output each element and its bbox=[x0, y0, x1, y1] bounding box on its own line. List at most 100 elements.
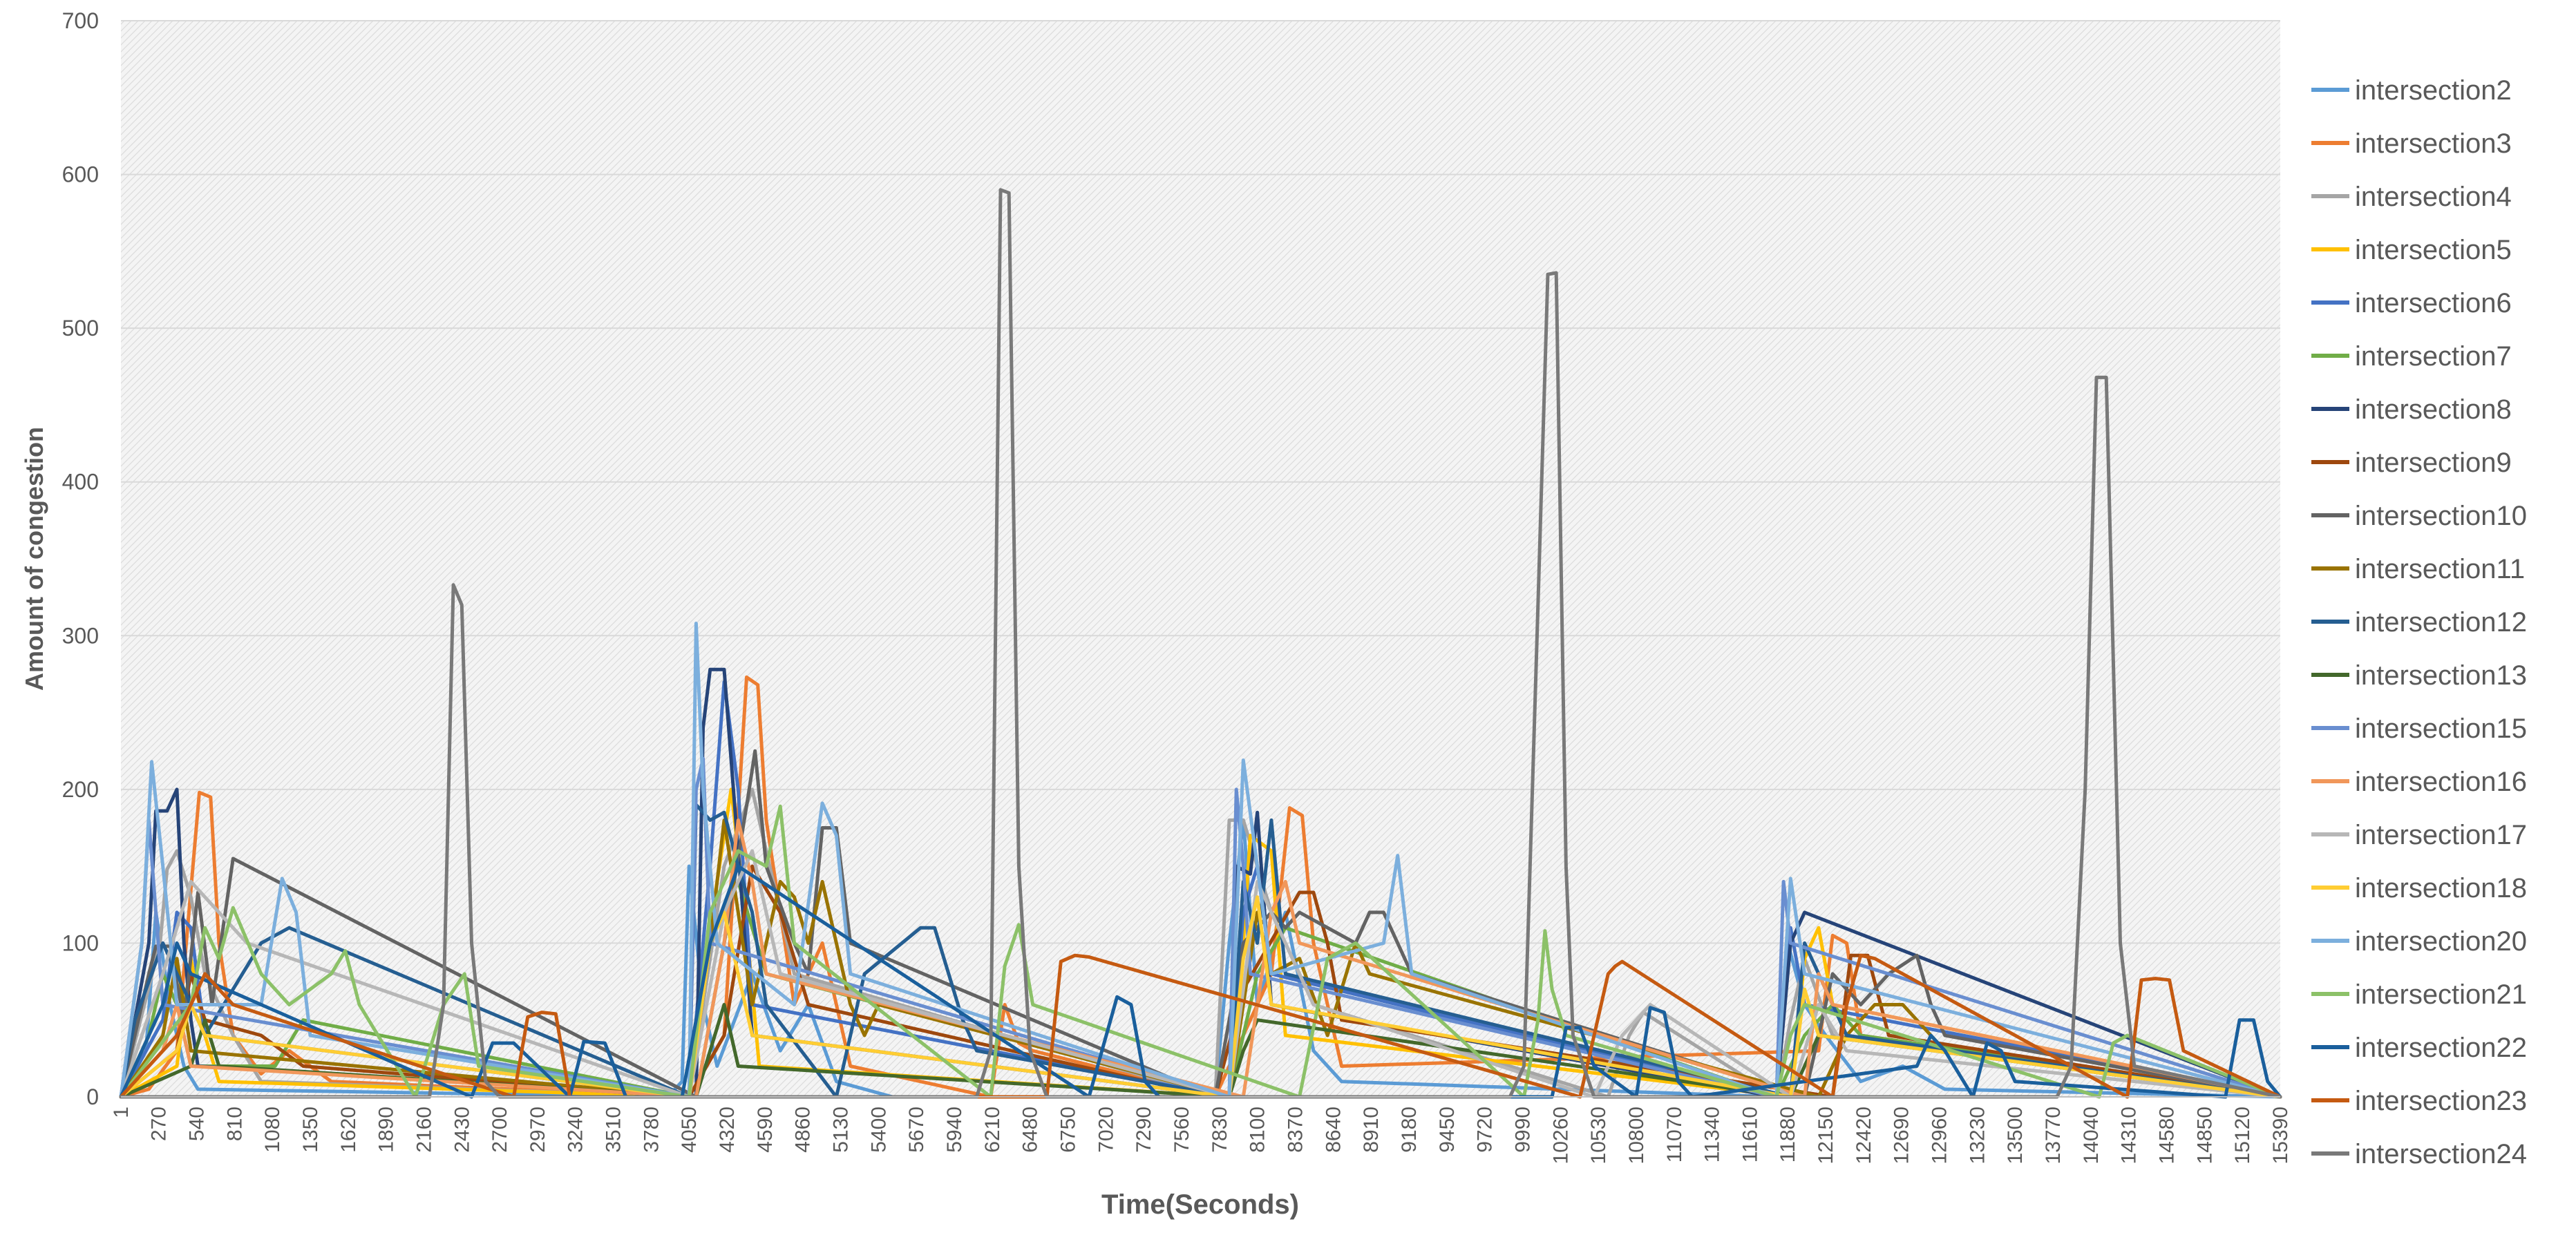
legend-label: intersection11 bbox=[2355, 554, 2525, 584]
series-line-intersection18 bbox=[119, 895, 2282, 1099]
y-axis-title: Amount of congestion bbox=[20, 427, 48, 691]
x-tick-label: 11610 bbox=[1739, 1107, 1761, 1162]
x-tick-label: 1080 bbox=[261, 1107, 284, 1153]
series-line-intersection23 bbox=[119, 953, 2282, 1099]
x-tick-label: 7560 bbox=[1171, 1107, 1193, 1153]
x-tick-label: 9720 bbox=[1474, 1107, 1497, 1153]
series-line-intersection22 bbox=[119, 864, 2282, 1099]
y-tick-label: 500 bbox=[62, 316, 99, 341]
x-tick-label: 11880 bbox=[1777, 1107, 1799, 1162]
x-tick-label: 3510 bbox=[603, 1107, 625, 1153]
x-tick-label: 2430 bbox=[451, 1107, 473, 1153]
legend-label: intersection8 bbox=[2355, 394, 2512, 425]
x-tick-label: 11340 bbox=[1701, 1107, 1724, 1162]
x-tick-label: 7020 bbox=[1095, 1107, 1117, 1153]
x-tick-label: 7830 bbox=[1209, 1107, 1231, 1153]
series-line-intersection16 bbox=[119, 818, 2282, 1099]
x-tick-label: 2700 bbox=[489, 1107, 511, 1153]
x-tick-label: 4320 bbox=[716, 1107, 739, 1153]
x-tick-label: 13500 bbox=[2004, 1107, 2027, 1164]
y-tick-label: 700 bbox=[62, 8, 99, 33]
x-tick-label: 4860 bbox=[792, 1107, 815, 1153]
legend-label: intersection4 bbox=[2355, 182, 2512, 212]
x-tick-label: 2970 bbox=[527, 1107, 549, 1153]
x-tick-label: 10260 bbox=[1549, 1107, 1572, 1164]
x-tick-label: 3780 bbox=[640, 1107, 663, 1153]
legend-label: intersection2 bbox=[2355, 75, 2512, 106]
x-tick-label: 14040 bbox=[2080, 1107, 2103, 1164]
x-tick-label: 9180 bbox=[1398, 1107, 1421, 1153]
legend-label: intersection24 bbox=[2355, 1139, 2527, 1169]
x-tick-label: 8640 bbox=[1322, 1107, 1345, 1153]
legend-label: intersection16 bbox=[2355, 767, 2527, 797]
x-tick-label: 10800 bbox=[1625, 1107, 1648, 1164]
legend-label: intersection3 bbox=[2355, 128, 2512, 159]
x-tick-label: 1 bbox=[110, 1107, 133, 1118]
x-tick-label: 15390 bbox=[2269, 1107, 2292, 1164]
legend-label: intersection9 bbox=[2355, 448, 2512, 478]
y-axis-ticks: 0 100 200 300 400 500 600 700 bbox=[62, 8, 99, 1109]
series-line-intersection21 bbox=[119, 804, 2282, 1099]
x-tick-label: 15120 bbox=[2231, 1107, 2254, 1164]
legend-label: intersection5 bbox=[2355, 235, 2512, 265]
x-tick-label: 12150 bbox=[1815, 1107, 1837, 1164]
x-tick-label: 6750 bbox=[1057, 1107, 1080, 1153]
x-tick-label: 270 bbox=[148, 1107, 171, 1141]
series-line-intersection17 bbox=[119, 849, 2282, 1099]
x-tick-label: 7290 bbox=[1133, 1107, 1155, 1153]
x-tick-label: 13770 bbox=[2042, 1107, 2065, 1164]
x-tick-label: 810 bbox=[223, 1107, 246, 1141]
x-tick-label: 6210 bbox=[981, 1107, 1004, 1153]
x-axis-title: Time(Seconds) bbox=[1101, 1189, 1299, 1220]
x-tick-label: 6480 bbox=[1019, 1107, 1042, 1153]
plot-background bbox=[121, 21, 2280, 1097]
x-tick-label: 12690 bbox=[1891, 1107, 1913, 1164]
legend-label: intersection6 bbox=[2355, 288, 2512, 318]
x-tick-label: 9450 bbox=[1436, 1107, 1459, 1153]
legend-label: intersection12 bbox=[2355, 607, 2527, 638]
x-tick-label: 14310 bbox=[2118, 1107, 2141, 1164]
x-tick-label: 14580 bbox=[2156, 1107, 2179, 1164]
x-tick-label: 1890 bbox=[375, 1107, 398, 1153]
x-tick-label: 8910 bbox=[1360, 1107, 1383, 1153]
legend-label: intersection10 bbox=[2355, 501, 2527, 531]
gridlines bbox=[121, 20, 2280, 944]
x-tick-label: 10530 bbox=[1587, 1107, 1610, 1164]
x-tick-label: 5670 bbox=[905, 1107, 928, 1153]
x-tick-label: 8370 bbox=[1284, 1107, 1307, 1153]
x-tick-label: 540 bbox=[185, 1107, 208, 1141]
legend-label: intersection20 bbox=[2355, 926, 2527, 957]
legend-label: intersection7 bbox=[2355, 341, 2512, 372]
y-tick-label: 300 bbox=[62, 623, 99, 648]
x-tick-label: 4050 bbox=[678, 1107, 701, 1153]
x-tick-label: 5940 bbox=[943, 1107, 966, 1153]
legend: intersection2 intersection3 intersection4 i… bbox=[2311, 75, 2527, 1169]
legend-label: intersection13 bbox=[2355, 660, 2527, 691]
x-tick-label: 2160 bbox=[413, 1107, 435, 1153]
x-axis-ticks: 1 270 540 810 1080 1350 1620 1890 2160 2430 2700 29… bbox=[110, 1107, 2292, 1164]
y-tick-label: 0 bbox=[86, 1084, 99, 1109]
legend-label: intersection21 bbox=[2355, 979, 2527, 1010]
y-tick-label: 100 bbox=[62, 930, 99, 955]
y-tick-label: 400 bbox=[62, 470, 99, 495]
legend-label: intersection23 bbox=[2355, 1086, 2527, 1116]
x-tick-label: 9990 bbox=[1511, 1107, 1534, 1153]
y-tick-label: 200 bbox=[62, 777, 99, 802]
series-line-intersection20 bbox=[119, 622, 2282, 1099]
y-tick-label: 600 bbox=[62, 162, 99, 187]
x-tick-label: 13230 bbox=[1966, 1107, 1989, 1164]
x-tick-label: 12420 bbox=[1853, 1107, 1875, 1164]
legend-label: intersection22 bbox=[2355, 1033, 2527, 1063]
legend-label: intersection18 bbox=[2355, 873, 2527, 903]
x-tick-label: 5130 bbox=[830, 1107, 853, 1153]
x-tick-label: 1620 bbox=[337, 1107, 360, 1153]
x-tick-label: 1350 bbox=[299, 1107, 322, 1153]
x-tick-label: 5400 bbox=[867, 1107, 890, 1153]
x-tick-label: 14850 bbox=[2193, 1107, 2216, 1164]
x-tick-label: 11070 bbox=[1663, 1107, 1686, 1162]
x-tick-label: 8100 bbox=[1247, 1107, 1269, 1153]
x-tick-label: 3240 bbox=[565, 1107, 587, 1153]
legend-label: intersection17 bbox=[2355, 820, 2527, 850]
